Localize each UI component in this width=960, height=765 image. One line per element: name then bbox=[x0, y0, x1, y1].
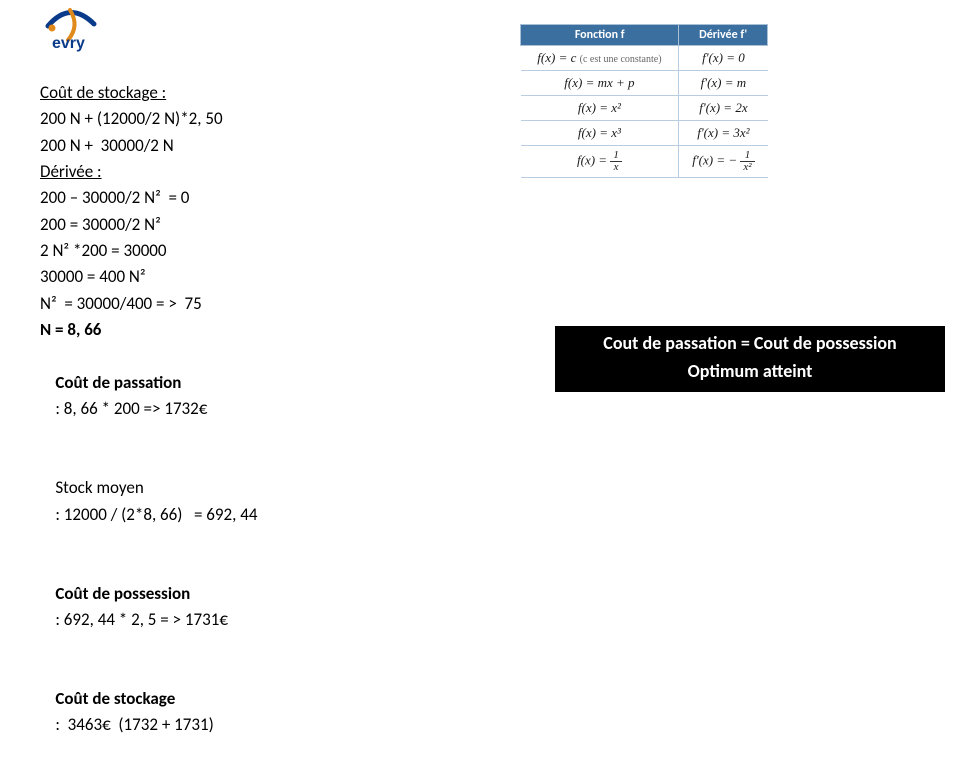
cell-f: f(x) = 1 x bbox=[521, 146, 679, 178]
heading-cout-stockage: Coût de stockage : bbox=[40, 80, 257, 106]
result-row: Coût de possession : 692, 44 * 2, 5 = > … bbox=[40, 554, 257, 659]
formula-line: 200 – 30000/2 N² = 0 bbox=[40, 185, 257, 211]
table-header-f: Fonction f bbox=[521, 25, 679, 46]
formula-line: 2 N² *200 = 30000 bbox=[40, 238, 257, 264]
cell-f: f(x) = x³ bbox=[521, 121, 679, 146]
label-cout-passation: Coût de passation bbox=[55, 370, 240, 396]
result-n: N = 8, 66 bbox=[40, 317, 257, 343]
formula-line: 200 N + (12000/2 N)*2, 50 bbox=[40, 106, 257, 132]
cell-f: f(x) = mx + p bbox=[521, 71, 679, 96]
formula-line: N² = 30000/400 = > 75 bbox=[40, 291, 257, 317]
result-row: Coût de passation : 8, 66 * 200 => 1732€ bbox=[40, 343, 257, 448]
label-cout-possession: Coût de possession bbox=[55, 581, 240, 607]
cell-f: f(x) = c (c est une constante) bbox=[521, 46, 679, 71]
table-header-fp: Dérivée f' bbox=[679, 25, 768, 46]
cell-fp: f'(x) = 3x² bbox=[679, 121, 768, 146]
label-cout-stockage: Coût de stockage bbox=[55, 686, 240, 712]
table-row: f(x) = c (c est une constante) f'(x) = 0 bbox=[521, 46, 768, 71]
label-stock-moyen: Stock moyen bbox=[55, 475, 240, 501]
logo-text: evry bbox=[52, 35, 85, 52]
cell-fp: f'(x) = m bbox=[679, 71, 768, 96]
value-cout-possession: : 692, 44 * 2, 5 = > 1731€ bbox=[55, 609, 228, 630]
table-row: f(x) = x² f'(x) = 2x bbox=[521, 96, 768, 121]
main-content: Coût de stockage : 200 N + (12000/2 N)*2… bbox=[40, 80, 257, 765]
formula-line: 200 N + 30000/2 N bbox=[40, 133, 257, 159]
heading-derivee: Dérivée : bbox=[40, 159, 257, 185]
cell-f: f(x) = x² bbox=[521, 96, 679, 121]
result-row: Stock moyen : 12000 / (2*8, 66) = 692, 4… bbox=[40, 449, 257, 554]
formula-line: 30000 = 400 N² bbox=[40, 264, 257, 290]
callout-box: Cout de passation = Cout de possession O… bbox=[555, 326, 945, 392]
formula-line: 200 = 30000/2 N² bbox=[40, 212, 257, 238]
cell-fp: f'(x) = − 1 x² bbox=[679, 146, 768, 178]
derivative-table: Fonction f Dérivée f' f(x) = c (c est un… bbox=[520, 24, 768, 178]
value-stock-moyen: : 12000 / (2*8, 66) = 692, 44 bbox=[55, 504, 257, 525]
callout-line1: Cout de passation = Cout de possession bbox=[559, 332, 941, 354]
result-row: Coût de stockage : 3463€ (1732 + 1731) bbox=[40, 660, 257, 765]
value-cout-stockage: : 3463€ (1732 + 1731) bbox=[55, 714, 213, 735]
value-cout-passation: : 8, 66 * 200 => 1732€ bbox=[55, 398, 207, 419]
cell-fp: f'(x) = 2x bbox=[679, 96, 768, 121]
cell-fp: f'(x) = 0 bbox=[679, 46, 768, 71]
table-row: f(x) = 1 x f'(x) = − 1 x² bbox=[521, 146, 768, 178]
callout-line2: Optimum atteint bbox=[559, 360, 941, 382]
brand-logo: evry bbox=[40, 6, 102, 56]
table-row: f(x) = x³ f'(x) = 3x² bbox=[521, 121, 768, 146]
table-row: f(x) = mx + p f'(x) = m bbox=[521, 71, 768, 96]
